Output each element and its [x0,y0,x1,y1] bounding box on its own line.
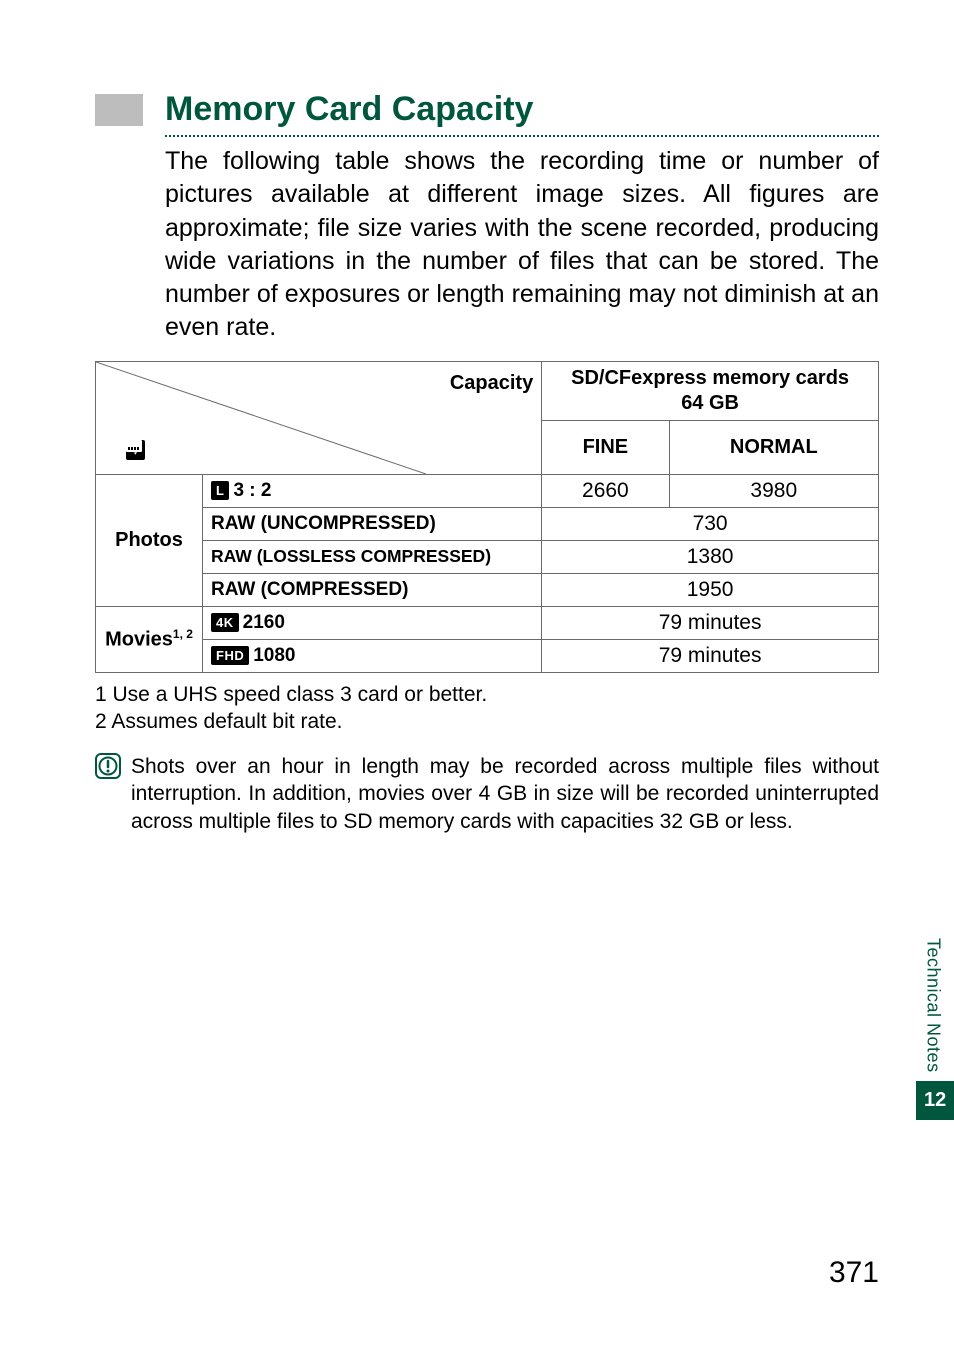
capacity-label: Capacity [450,372,533,395]
table-row: RAW (LOSSLESS COMPRESSED) 1380 [96,540,879,573]
format-label: 4K2160 [203,606,542,639]
heading-marker [95,94,143,126]
heading-rule [165,135,879,137]
table-row: RAW (UNCOMPRESSED) 730 [96,507,879,540]
movies-label: Movies [105,628,173,650]
category-photos: Photos [96,474,203,606]
page-heading: Memory Card Capacity [165,90,533,129]
diagonal-line [96,362,426,474]
category-movies: Movies1, 2 [96,606,203,672]
value-merged: 1950 [542,573,879,606]
value-merged: 730 [542,507,879,540]
value-fine: 2660 [542,474,669,507]
format-label: RAW (LOSSLESS COMPRESSED) [203,540,542,573]
page-number: 371 [829,1256,879,1290]
table-row: Photos L3 : 2 2660 3980 [96,474,879,507]
format-label: FHD1080 [203,639,542,672]
card-type-header: SD/CFexpress memory cards 64 GB [542,361,879,420]
table-row: RAW (COMPRESSED) 1950 [96,573,879,606]
diagonal-header-cell: Capacity ↓ [96,361,542,474]
value-merged: 79 minutes [542,606,879,639]
res-label: 2160 [243,612,285,633]
capacity-table: Capacity ↓ SD/CFexpress memory cards 64 … [95,361,879,673]
value-merged: 1380 [542,540,879,573]
chapter-number: 12 [916,1081,954,1120]
res-label: 1080 [253,645,295,666]
card-type-line2: 64 GB [681,392,739,414]
aspect-label: 3 : 2 [233,480,271,501]
caution-text: Shots over an hour in length may be reco… [131,753,879,835]
format-label: L3 : 2 [203,474,542,507]
fhd-icon: FHD [211,646,249,665]
caution-icon [95,753,121,779]
fourk-icon: 4K [211,613,239,632]
col-normal: NORMAL [669,420,878,474]
intro-paragraph: The following table shows the recording … [165,145,879,345]
card-icon [126,440,142,452]
side-tab: Technical Notes 12 [916,930,954,1120]
movies-sup: 1, 2 [173,627,193,641]
format-label: RAW (COMPRESSED) [203,573,542,606]
section-label: Technical Notes [921,930,950,1081]
footnote-1: 1 Use a UHS speed class 3 card or better… [95,681,879,708]
value-normal: 3980 [669,474,878,507]
size-l-icon: L [211,481,229,500]
table-row: Movies1, 2 4K2160 79 minutes [96,606,879,639]
card-type-line1: SD/CFexpress memory cards [571,367,849,389]
format-label: RAW (UNCOMPRESSED) [203,507,542,540]
value-merged: 79 minutes [542,639,879,672]
col-fine: FINE [542,420,669,474]
save-icon: ↓ [126,440,145,460]
table-row: FHD1080 79 minutes [96,639,879,672]
footnote-2: 2 Assumes default bit rate. [95,708,879,735]
